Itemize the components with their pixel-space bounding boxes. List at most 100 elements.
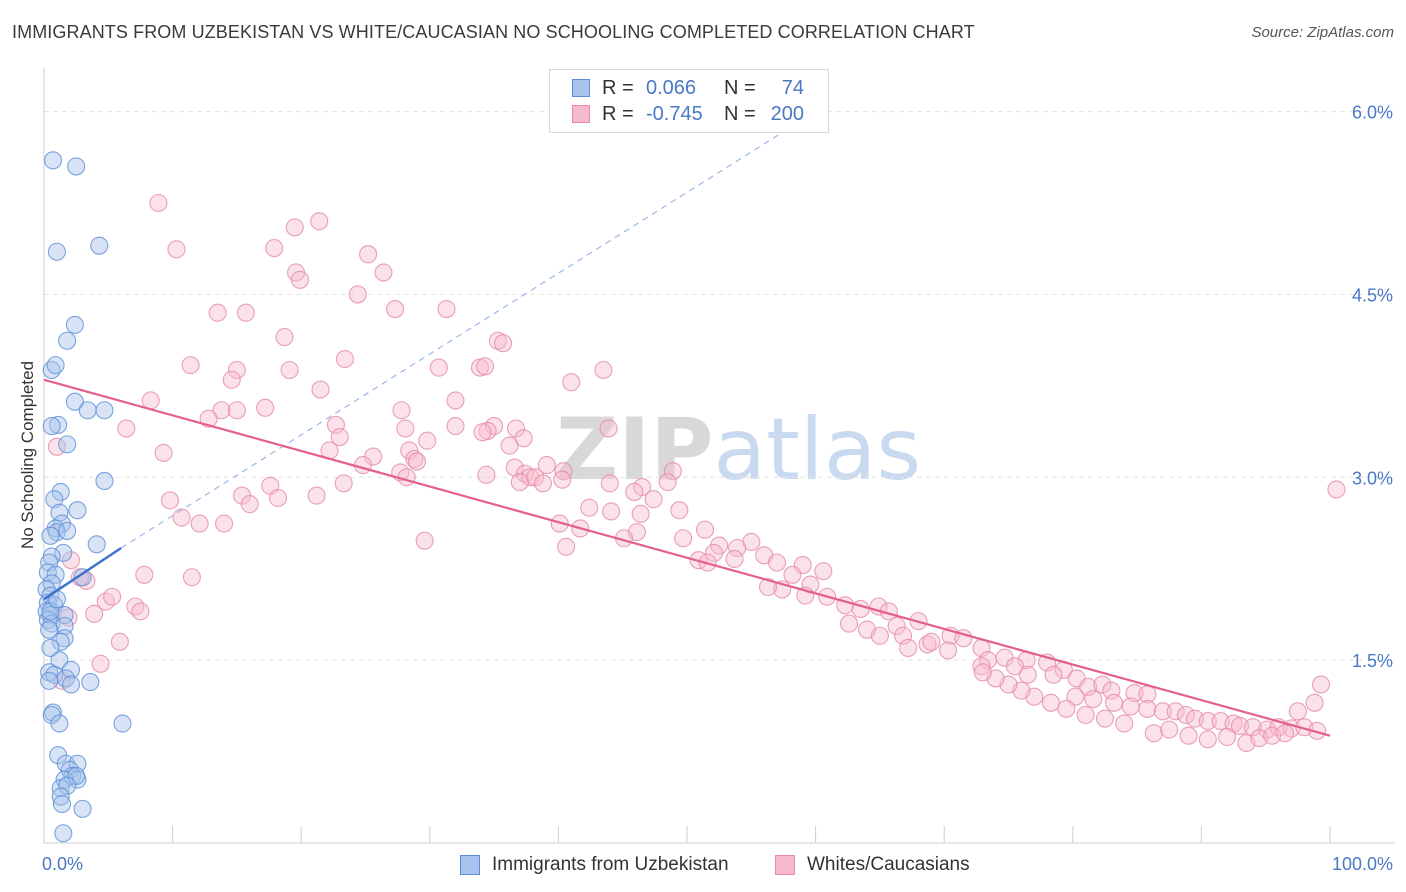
data-point-whites xyxy=(506,419,526,438)
data-point-whites xyxy=(256,398,275,417)
data-point-whites xyxy=(236,303,255,322)
data-point-whites xyxy=(870,626,889,645)
legend-swatch-pink xyxy=(572,105,590,123)
data-point-whites xyxy=(674,529,693,548)
data-point-whites xyxy=(1305,693,1324,712)
data-point-whites xyxy=(533,474,553,493)
data-point-whites xyxy=(330,428,349,447)
data-point-whites xyxy=(208,303,227,322)
y-axis-label: No Schooling Completed xyxy=(18,360,37,550)
legend-swatch-blue xyxy=(572,79,590,97)
data-point-whites xyxy=(446,417,465,436)
data-point-whites xyxy=(1104,693,1124,712)
data-point-uzbekistan xyxy=(40,620,59,639)
data-point-whites xyxy=(869,597,888,616)
axes xyxy=(43,68,1395,844)
legend-row-uzbekistan: R = 0.066 N = 74 xyxy=(572,76,804,100)
data-point-whites xyxy=(1218,727,1237,746)
data-point-whites xyxy=(386,300,405,319)
data-point-whites xyxy=(265,239,284,258)
data-point-whites xyxy=(437,300,456,319)
data-point-whites xyxy=(1125,684,1144,703)
data-point-whites xyxy=(1176,705,1196,725)
data-point-uzbekistan xyxy=(95,401,114,420)
data-point-whites xyxy=(1230,716,1250,736)
bottom-legend-uzbekistan: Immigrants from Uzbekistan xyxy=(460,852,729,878)
data-point-uzbekistan xyxy=(73,799,92,818)
data-point-uzbekistan xyxy=(51,482,70,501)
series-immigrants-uzbekistan xyxy=(37,151,132,843)
data-point-whites xyxy=(1076,705,1095,725)
data-point-whites xyxy=(839,614,859,633)
data-point-whites xyxy=(1044,665,1063,684)
data-point-uzbekistan xyxy=(58,435,77,454)
data-point-whites xyxy=(973,663,992,682)
chart-title: IMMIGRANTS FROM UZBEKISTAN VS WHITE/CAUC… xyxy=(12,22,975,42)
data-point-whites xyxy=(1093,675,1112,694)
data-point-whites xyxy=(396,419,415,438)
data-point-whites xyxy=(91,654,110,673)
data-point-whites xyxy=(149,193,168,213)
data-point-whites xyxy=(407,452,426,471)
data-point-whites xyxy=(240,495,259,514)
bottom-legend-swatch-blue xyxy=(460,855,480,875)
data-point-uzbekistan xyxy=(42,417,61,436)
data-point-whites xyxy=(415,531,434,550)
legend-n-label: N = xyxy=(724,76,756,99)
x-tick-label: 100.0% xyxy=(1332,854,1393,874)
legend-r-label: R = xyxy=(602,102,634,125)
data-point-whites xyxy=(1144,724,1163,743)
data-point-whites xyxy=(214,514,234,533)
data-point-whites xyxy=(131,602,150,621)
data-point-whites xyxy=(326,415,345,434)
data-point-whites xyxy=(307,486,326,505)
data-point-uzbekistan xyxy=(67,766,86,786)
data-point-uzbekistan xyxy=(58,776,77,795)
data-point-whites xyxy=(887,616,906,636)
data-point-uzbekistan xyxy=(81,673,100,692)
series-whites-caucasians xyxy=(47,193,1346,753)
data-point-whites xyxy=(275,328,294,347)
data-point-whites xyxy=(599,419,618,438)
grid-lines xyxy=(44,111,1395,661)
data-point-whites xyxy=(135,565,154,584)
source-label: Source: ZipAtlas.com xyxy=(1251,24,1394,41)
data-point-whites xyxy=(141,391,160,410)
data-point-whites xyxy=(359,245,378,264)
data-point-uzbekistan xyxy=(65,315,84,334)
data-point-whites xyxy=(537,456,556,475)
data-point-whites xyxy=(117,419,136,438)
correlation-legend: R = 0.066 N = 74 R = -0.745 N = 200 xyxy=(549,69,829,133)
data-point-whites xyxy=(227,401,246,420)
data-point-whites xyxy=(1198,712,1217,731)
data-point-whites xyxy=(285,218,304,237)
data-point-uzbekistan xyxy=(46,356,65,375)
data-point-whites xyxy=(728,538,747,558)
data-point-whites xyxy=(1179,726,1198,745)
data-point-whites xyxy=(103,587,122,606)
data-point-whites xyxy=(939,641,958,660)
data-point-whites xyxy=(851,599,870,618)
data-point-whites xyxy=(801,575,820,594)
trend-line-uzbekistan-extended xyxy=(120,111,816,549)
data-point-whites xyxy=(392,401,411,420)
bottom-legend-whites: Whites/Caucasians xyxy=(775,852,970,878)
data-point-whites xyxy=(514,429,533,448)
bottom-legend-label: Immigrants from Uzbekistan xyxy=(492,854,729,875)
data-point-uzbekistan xyxy=(90,236,109,255)
data-point-whites xyxy=(61,551,81,570)
bottom-legend-label: Whites/Caucasians xyxy=(807,854,970,875)
legend-r-label: R = xyxy=(602,76,634,99)
data-point-uzbekistan xyxy=(52,794,72,814)
data-point-uzbekistan xyxy=(65,392,84,411)
data-point-whites xyxy=(126,597,145,616)
data-point-whites xyxy=(553,470,572,489)
data-point-whites xyxy=(922,632,941,651)
data-point-uzbekistan xyxy=(49,415,68,434)
data-point-whites xyxy=(405,449,424,469)
data-point-whites xyxy=(1311,675,1331,694)
data-point-whites xyxy=(374,263,393,282)
data-point-whites xyxy=(110,632,129,651)
data-point-whites xyxy=(1275,724,1295,743)
data-point-whites xyxy=(222,370,241,389)
